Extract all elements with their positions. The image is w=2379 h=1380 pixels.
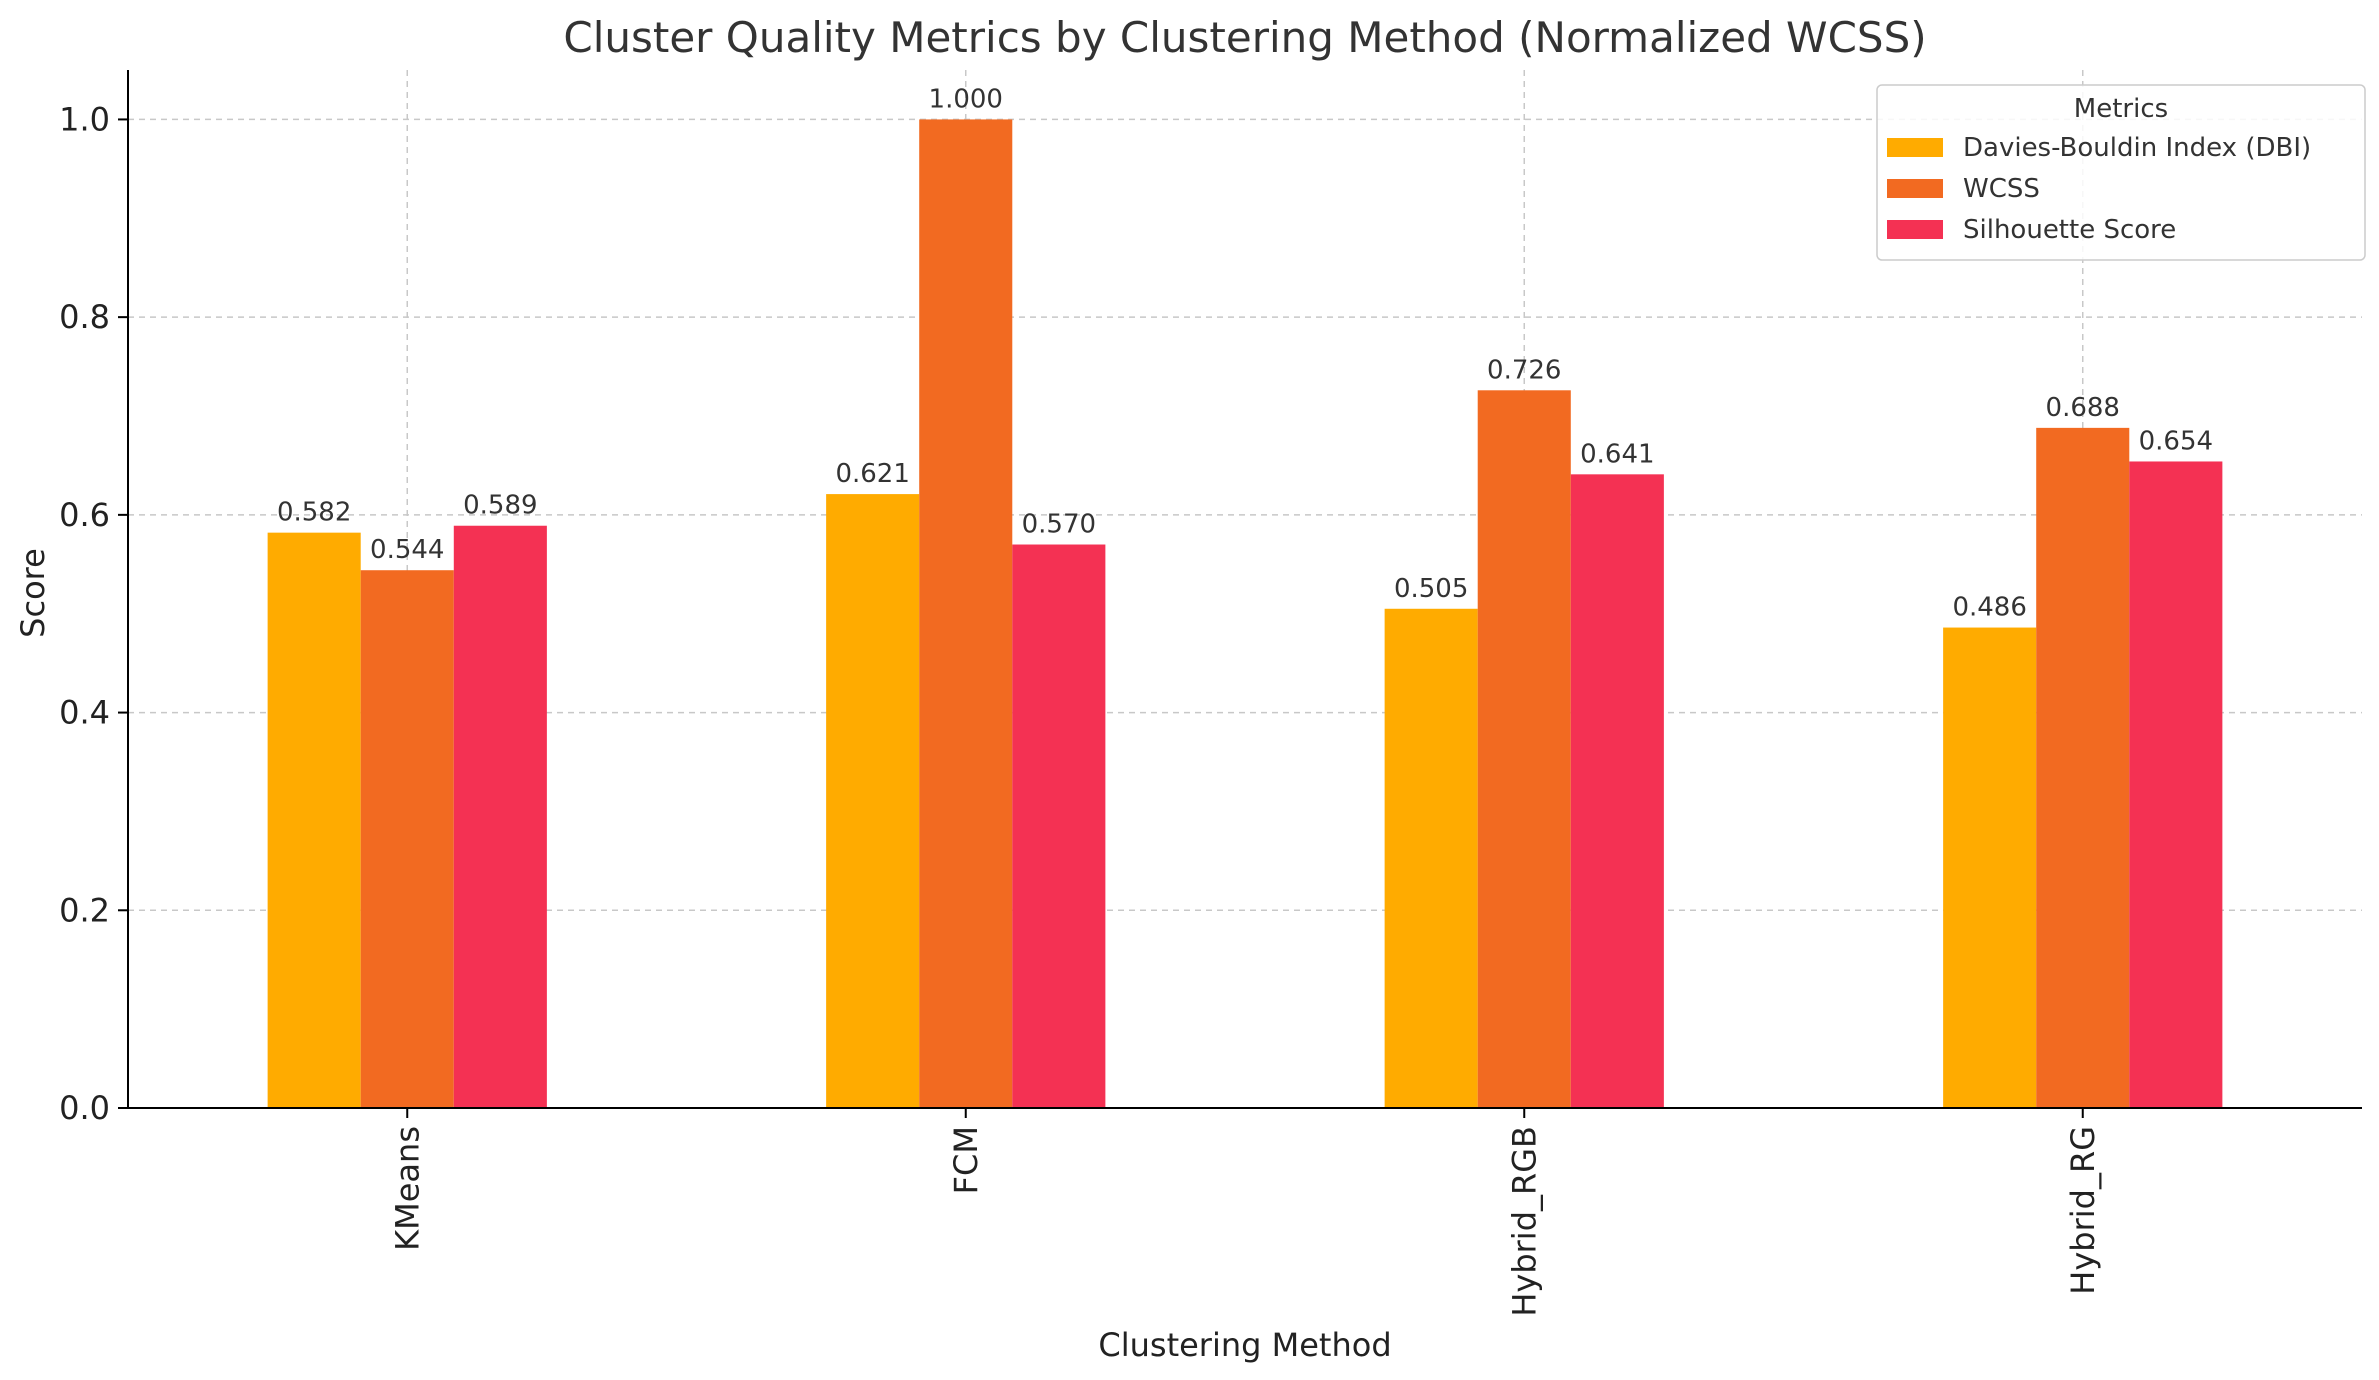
bar [360,570,454,1108]
data-label: 0.505 [1394,574,1468,604]
y-tick-label: 0.4 [59,694,110,732]
x-tick-label: Hybrid_RGB [1505,1126,1543,1317]
bar [1477,390,1571,1109]
x-tick-label: FCM [947,1126,985,1194]
legend-entry-label: Davies-Bouldin Index (DBI) [1963,133,2311,163]
data-label: 0.654 [2139,426,2213,456]
bar [453,525,547,1108]
y-tick-label: 0.2 [59,891,110,929]
data-label: 1.000 [929,84,1003,114]
bar [1943,627,2037,1108]
legend-items: Davies-Bouldin Index (DBI) WCSS Silhouette… [1887,133,2311,245]
data-label: 0.544 [370,535,444,565]
data-label: 0.688 [2046,393,2120,423]
axes: 0.0 0.2 0.4 0.6 0.8 1.0 KMeans FCM Hybrid_RGB Hyb… [59,70,2362,1317]
bar [826,494,920,1108]
x-axis-label: Clustering Method [1098,1326,1391,1364]
data-labels: 0.582 0.621 0.505 0.486 0.544 1.000 0.726 0.688… [277,84,2213,622]
data-label: 0.726 [1487,355,1561,385]
y-tick-label: 1.0 [59,100,110,138]
legend-entry-label: WCSS [1963,174,2040,204]
bar [2036,427,2130,1108]
y-axis-label: Score [14,548,52,638]
bar [1012,544,1106,1108]
data-label: 0.621 [835,459,909,489]
x-tick-label: Hybrid_RG [2064,1126,2102,1295]
legend-frame [1876,84,2366,261]
bar [2129,461,2223,1109]
data-label: 0.589 [463,491,537,521]
bar [1570,474,1664,1109]
bar [919,119,1013,1108]
legend-swatch [1887,179,1943,198]
x-tick-label: KMeans [388,1126,426,1251]
data-label: 0.486 [1952,593,2026,623]
legend-swatch [1887,138,1943,157]
legend-title: Metrics [2074,94,2168,124]
chart-title: Cluster Quality Metrics by Clustering Me… [563,13,1926,62]
bar [267,532,361,1108]
y-tick-label: 0.8 [59,298,110,336]
y-tick-label: 0.0 [59,1089,110,1127]
y-tick-label: 0.6 [59,496,110,534]
legend: Metrics Davies-Bouldin Index (DBI) WCSS Si… [1876,84,2366,261]
data-label: 0.570 [1022,510,1096,540]
bars [267,119,2223,1109]
bar [1384,608,1478,1108]
data-label: 0.582 [277,498,351,528]
legend-entry-label: Silhouette Score [1963,215,2176,245]
data-label: 0.641 [1580,439,1654,469]
legend-swatch [1887,220,1943,239]
